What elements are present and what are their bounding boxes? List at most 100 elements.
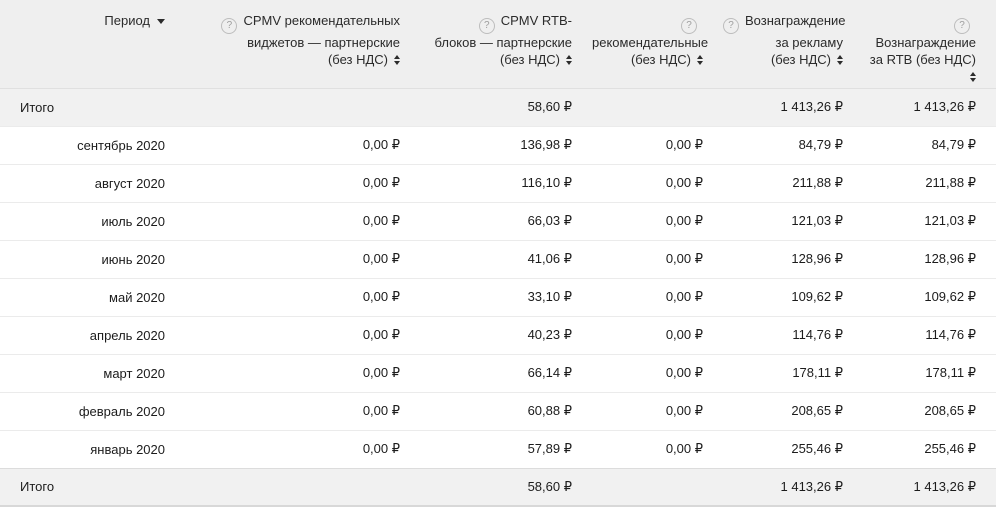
value-cell: 0,00 ₽ [592,201,723,240]
value-cell: 255,46 ₽ [723,429,863,468]
value-cell: 0,00 ₽ [185,315,420,354]
sort-arrow-up-icon [566,55,572,59]
sort-arrow-down-icon [394,61,400,65]
help-icon[interactable]: ? [723,18,739,34]
value-cell: 109,62 ₽ [863,277,996,316]
total-value-cell: 1 413,26 ₽ [723,88,863,126]
header-line: ? CPMV рекомендательных [185,12,400,34]
period-cell: февраль 2020 [0,391,185,430]
header-row: Период ? CPMV рекомендательных виджетов — п… [0,0,996,89]
value-cell: 208,65 ₽ [863,391,996,430]
value-cell: 116,10 ₽ [420,163,592,202]
sort-icon[interactable] [837,55,843,65]
help-icon[interactable]: ? [954,18,970,34]
header-line-text: виджетов — партнерские [247,35,400,50]
total-value-cell [185,88,420,126]
sort-icon[interactable] [697,55,703,65]
value-cell: 211,88 ₽ [863,163,996,202]
total-value-cell [185,467,420,507]
header-line-text: Вознаграждение [875,35,976,50]
value-cell: 0,00 ₽ [185,277,420,316]
header-line-text: за рекламу [775,35,844,50]
total-value-cell: 1 413,26 ₽ [863,467,996,507]
period-cell: июнь 2020 [0,239,185,278]
column-header-recommend[interactable]: ? рекомендательные (без НДС) [592,0,723,89]
column-header-period[interactable]: Период [0,0,185,89]
header-line-text: рекомендательные [592,35,709,50]
total-value-cell [592,88,723,126]
header-line: (без НДС) [723,51,843,68]
help-icon[interactable]: ? [681,18,697,34]
column-header-reward-ads[interactable]: ? Вознаграждение за рекламу (без НДС) [723,0,863,89]
header-line: ? CPMV RTB- [420,12,572,34]
sort-arrow-down-icon [697,61,703,65]
header-line: Вознаграждение [863,34,976,51]
value-cell: 60,88 ₽ [420,391,592,430]
value-cell: 0,00 ₽ [592,391,723,430]
sort-arrow-up-icon [697,55,703,59]
value-cell: 84,79 ₽ [723,125,863,164]
total-value-cell: 58,60 ₽ [420,467,592,507]
value-cell: 0,00 ₽ [185,353,420,392]
sort-icon[interactable] [394,55,400,65]
period-cell: январь 2020 [0,429,185,468]
header-sort-line [863,68,976,85]
header-line-text: за RTB (без НДС) [869,52,976,67]
value-cell: 66,03 ₽ [420,201,592,240]
value-cell: 0,00 ₽ [592,239,723,278]
value-cell: 121,03 ₽ [723,201,863,240]
period-cell: май 2020 [0,277,185,316]
value-cell: 255,46 ₽ [863,429,996,468]
value-cell: 114,76 ₽ [723,315,863,354]
value-cell: 114,76 ₽ [863,315,996,354]
header-icon-line: ? [592,12,703,34]
period-cell: апрель 2020 [0,315,185,354]
help-icon[interactable]: ? [478,18,495,34]
header-line: рекомендательные [592,34,708,51]
value-cell: 33,10 ₽ [420,277,592,316]
sort-icon[interactable] [566,55,572,65]
table-header: Период ? CPMV рекомендательных виджетов — п… [0,0,996,89]
value-cell: 128,96 ₽ [723,239,863,278]
data-row: май 2020 0,00 ₽33,10 ₽0,00 ₽109,62 ₽109,6… [0,277,996,316]
header-line: за рекламу [723,34,844,51]
header-line: (без НДС) [185,51,400,68]
period-cell: июль 2020 [0,201,185,240]
sort-arrow-up-icon [837,55,843,59]
value-cell: 208,65 ₽ [723,391,863,430]
value-cell: 109,62 ₽ [723,277,863,316]
data-row: июль 2020 0,00 ₽66,03 ₽0,00 ₽121,03 ₽121,… [0,201,996,240]
header-line-text: (без НДС) [499,52,560,67]
help-icon[interactable]: ? [221,18,238,34]
header-line-text: CPMV RTB- [500,13,572,28]
value-cell: 0,00 ₽ [185,163,420,202]
value-cell: 0,00 ₽ [592,353,723,392]
period-header-line: Период [0,12,165,29]
header-line: (без НДС) [420,51,572,68]
sort-arrow-down-icon [566,61,572,65]
sort-arrow-up-icon [394,55,400,59]
column-header-cpmv-widgets[interactable]: ? CPMV рекомендательных виджетов — партнер… [185,0,420,89]
column-header-cpmv-rtb[interactable]: ? CPMV RTB-блоков — партнерские (без НДС) [420,0,592,89]
header-line-text: блоков — партнерские [434,35,572,50]
value-cell: 211,88 ₽ [723,163,863,202]
value-cell: 0,00 ₽ [185,239,420,278]
value-cell: 66,14 ₽ [420,353,592,392]
total-row: Итого 58,60 ₽ 1 413,26 ₽1 413,26 ₽ [0,467,996,507]
data-row: апрель 2020 0,00 ₽40,23 ₽0,00 ₽114,76 ₽11… [0,315,996,354]
header-line: за RTB (без НДС) [863,51,976,68]
value-cell: 0,00 ₽ [592,163,723,202]
header-line-text: (без НДС) [630,52,691,67]
period-filter-caret-icon[interactable] [157,19,165,24]
data-row: июнь 2020 0,00 ₽41,06 ₽0,00 ₽128,96 ₽128,… [0,239,996,278]
sort-arrow-down-icon [837,61,843,65]
column-header-reward-rtb[interactable]: ? Вознаграждение за RTB (без НДС) [863,0,996,89]
data-row: февраль 2020 0,00 ₽60,88 ₽0,00 ₽208,65 ₽2… [0,391,996,430]
sort-icon[interactable] [970,72,976,82]
value-cell: 57,89 ₽ [420,429,592,468]
header-line-text: (без НДС) [327,52,388,67]
sort-arrow-up-icon [970,72,976,76]
value-cell: 84,79 ₽ [863,125,996,164]
